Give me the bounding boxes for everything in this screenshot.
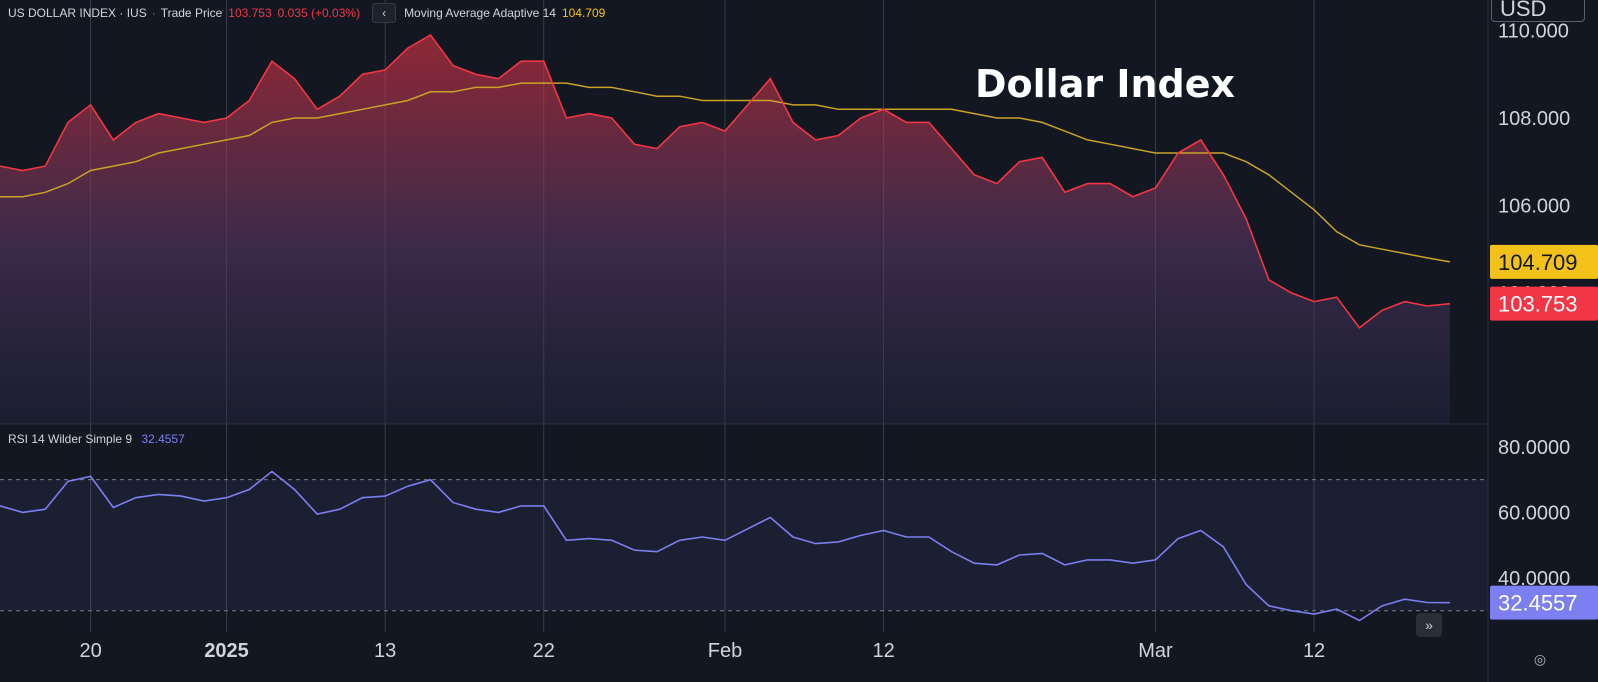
x-tick-label: 13 xyxy=(374,640,396,662)
last-price: 103.753 xyxy=(228,6,272,20)
time-axis: 20 2025 13 22 Feb 12 Mar 12 xyxy=(80,640,1326,662)
rsi-label: RSI 14 Wilder Simple 9 xyxy=(8,432,133,446)
rsi-y-tick-label: 40.0000 xyxy=(1498,568,1570,590)
price-change: 0.035 (+0.03%) xyxy=(277,6,361,20)
settings-icon[interactable]: ◎ xyxy=(1533,650,1547,667)
chart-title: Dollar Index xyxy=(975,62,1235,106)
x-tick-label: Feb xyxy=(708,640,742,662)
currency-selector[interactable]: USD xyxy=(1491,0,1585,22)
rsi-value: 32.4557 xyxy=(141,432,185,446)
price-last-badge-bg xyxy=(1490,286,1598,321)
price-area-fill xyxy=(0,35,1450,424)
rsi-line xyxy=(0,470,1451,622)
rsi-legend: RSI 14 Wilder Simple 9 32.4557 xyxy=(8,432,185,446)
ma-last-badge-bg xyxy=(1490,244,1598,279)
rsi-band-fill xyxy=(0,479,1488,611)
y-tick-label: 106.000 xyxy=(1498,195,1570,217)
y-tick-label: 108.000 xyxy=(1498,108,1570,130)
x-tick-label: 20 xyxy=(80,640,102,662)
ma-last-badge: 104.709 xyxy=(1498,250,1578,275)
price-line xyxy=(0,33,1451,329)
y-tick-label: 110.000 xyxy=(1498,21,1569,43)
rsi-y-tick-label: 80.0000 xyxy=(1498,437,1570,459)
ma-value: 104.709 xyxy=(561,6,606,20)
x-tick-label: 12 xyxy=(1303,640,1325,662)
chevron-double-right-icon[interactable]: » xyxy=(1416,613,1442,637)
x-tick-label: 12 xyxy=(872,640,894,662)
x-tick-label: 2025 xyxy=(204,640,249,662)
symbol-name: US DOLLAR INDEX · IUS xyxy=(8,6,147,20)
x-tick-label: 22 xyxy=(533,640,555,662)
price-last-badge: 103.753 xyxy=(1498,292,1578,317)
rsi-last-badge: 32.4557 xyxy=(1498,591,1578,616)
price-type: Trade Price xyxy=(160,6,223,20)
main-legend: US DOLLAR INDEX · IUS · Trade Price 103.… xyxy=(8,3,605,23)
rsi-y-tick-label: 60.0000 xyxy=(1498,502,1570,524)
chevron-left-icon[interactable]: ‹ xyxy=(372,3,397,23)
rsi-last-badge-bg xyxy=(1490,585,1598,620)
x-tick-label: Mar xyxy=(1138,640,1173,662)
rsi-scale: 80.0000 60.0000 40.0000 xyxy=(1498,437,1570,590)
ma-label: Moving Average Adaptive 14 xyxy=(404,6,556,20)
